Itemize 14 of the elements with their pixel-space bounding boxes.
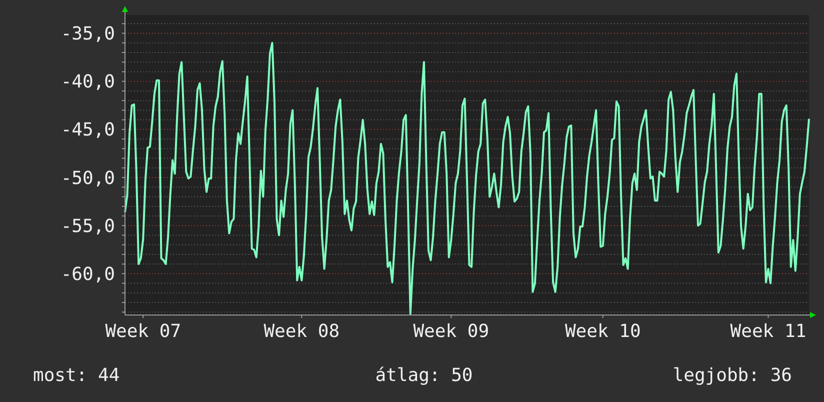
y-tick-label: -45,0 [60,120,115,141]
x-tick-label: Week 09 [413,321,490,342]
text: átlag: 50 [375,365,473,386]
text: legjobb: 36 [672,365,792,386]
x-tick-label: Week 11 [730,321,806,342]
x-tick-label: Week 07 [105,321,182,342]
x-tick-label: Week 10 [564,321,641,342]
y-tick-label: -60,0 [60,264,115,285]
y-tick-label: -35,0 [60,24,115,45]
x-tick-label: Week 08 [264,321,340,342]
y-tick-label: -40,0 [60,72,115,93]
y-tick-label: -55,0 [60,216,115,237]
text: most: 44 [33,365,120,386]
y-tick-label: -50,0 [60,168,115,189]
